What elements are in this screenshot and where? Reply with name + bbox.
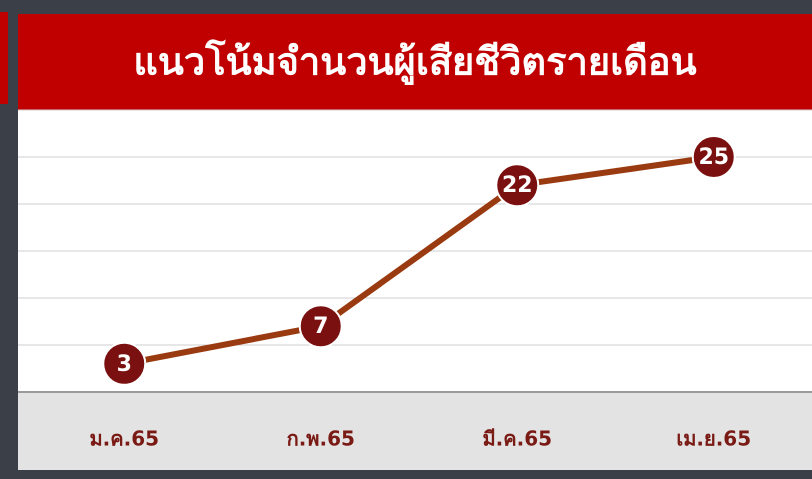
line xyxy=(123,154,715,367)
data-label: 25 xyxy=(698,145,729,170)
point xyxy=(102,341,147,386)
point xyxy=(691,135,736,179)
x-tick-label: ม.ค.65 xyxy=(89,427,159,451)
data-label: 3 xyxy=(117,352,132,377)
data-label: 7 xyxy=(313,314,328,339)
title-bar xyxy=(18,14,812,110)
data-label: 22 xyxy=(502,173,533,198)
x-tick-label: มี.ค.65 xyxy=(482,427,552,451)
axis-band xyxy=(18,392,812,470)
x-tick-label: ก.พ.65 xyxy=(287,427,355,451)
side-strip xyxy=(0,12,8,104)
point xyxy=(495,163,540,208)
point xyxy=(298,304,343,349)
chart-title: แนวโน้มจำนวนผู้เสียชีวิตรายเดือน xyxy=(133,39,696,86)
x-tick-label: เม.ย.65 xyxy=(676,427,751,451)
